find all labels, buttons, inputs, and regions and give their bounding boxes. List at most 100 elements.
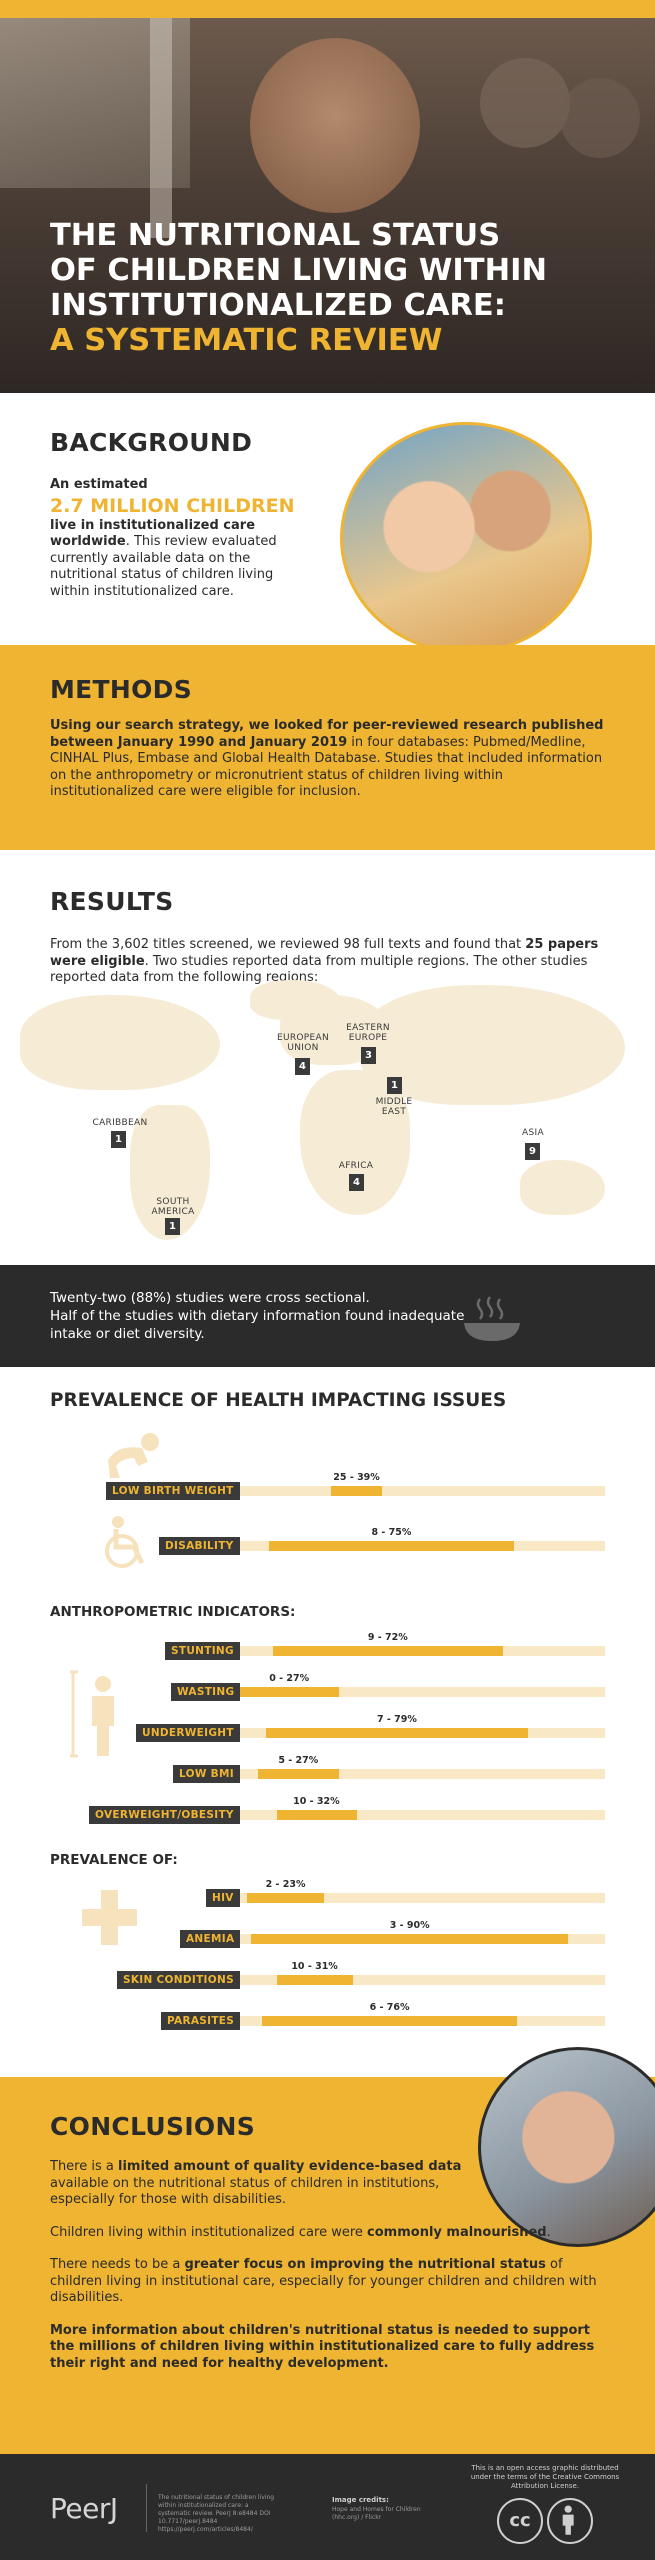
hero-photo-child xyxy=(250,38,420,213)
region-label: EUROPEAN UNION xyxy=(270,1033,336,1053)
credits-text: Hope and Homes for Children (hhc.org) / … xyxy=(332,2506,421,2521)
summary-line: Half of the studies with dietary informa… xyxy=(50,1308,465,1342)
methods-title: METHODS xyxy=(50,675,193,704)
baby-icon xyxy=(108,1433,159,1478)
background-rest: . This review evaluated currently availa… xyxy=(50,534,277,599)
hero-photo-child xyxy=(480,58,570,148)
range-track xyxy=(240,1893,605,1903)
range-value: 8 - 75% xyxy=(371,1527,412,1538)
conclusion-paragraph: There is a limited amount of quality evi… xyxy=(50,2159,470,2209)
region-count-badge: 4 xyxy=(295,1058,310,1075)
region-count-badge: 9 xyxy=(525,1143,540,1160)
creative-commons-icon[interactable]: cc xyxy=(497,2498,543,2544)
range-fill xyxy=(331,1486,383,1496)
anthropometric-title: ANTHROPOMETRIC INDICATORS: xyxy=(50,1604,296,1620)
range-fill xyxy=(276,1810,357,1820)
conclusion-text: There is a xyxy=(50,2159,118,2174)
hero-photo-frame xyxy=(150,18,172,238)
footer: PeerJ The nutritional status of children… xyxy=(0,2454,655,2560)
range-fill xyxy=(269,1541,514,1551)
background-text: An estimated 2.7 MILLION CHILDREN live i… xyxy=(50,477,310,600)
conclusions-photo xyxy=(478,2047,655,2247)
wheelchair-icon xyxy=(105,1516,145,1568)
map-land-south-america xyxy=(130,1105,210,1240)
range-fill xyxy=(261,2016,518,2026)
range-fill xyxy=(247,1893,324,1903)
conclusion-paragraph: There needs to be a greater focus on imp… xyxy=(50,2257,600,2307)
methods-rest: in four databases: Pubmed/Medline, CINHA… xyxy=(50,734,603,800)
region-label: CARIBBEAN xyxy=(92,1118,148,1128)
methods-bold: Using our search strategy, we looked for… xyxy=(50,718,604,750)
range-track xyxy=(240,1769,605,1779)
license-text: This is an open access graphic distribut… xyxy=(470,2464,620,2490)
range-fill xyxy=(250,1934,569,1944)
methods-text: Using our search strategy, we looked for… xyxy=(50,718,605,801)
background-intro: An estimated xyxy=(50,477,148,492)
background-photo xyxy=(340,422,592,654)
range-track xyxy=(240,1687,605,1697)
conclusion-text: There needs to be a xyxy=(50,2257,185,2272)
results-title: RESULTS xyxy=(50,887,174,916)
prevalence-title: PREVALENCE OF HEALTH IMPACTING ISSUES xyxy=(50,1390,507,1411)
hero-title-line: OF CHILDREN LIVING WITHIN xyxy=(50,253,547,288)
range-value: 6 - 76% xyxy=(369,2002,410,2013)
region-label-line: EUROPE xyxy=(348,1033,388,1043)
conclusion-text: . xyxy=(546,2224,551,2240)
conclusion-bold: limited amount of quality evidence-based… xyxy=(117,2159,462,2174)
prevalence-of-title: PREVALENCE OF: xyxy=(50,1852,178,1868)
hero-banner: THE NUTRITIONAL STATUS OF CHILDREN LIVIN… xyxy=(0,18,655,393)
world-map: EUROPEAN UNION 4 EASTERN EUROPE 3 1 MIDDLE… xyxy=(0,975,655,1265)
region-label-line: SOUTH xyxy=(156,1197,190,1207)
peerj-logo[interactable]: PeerJ xyxy=(50,2492,118,2525)
range-value: 9 - 72% xyxy=(367,1632,408,1643)
range-fill xyxy=(240,1687,339,1697)
hero-photo-child xyxy=(560,78,640,158)
conclusions-title: CONCLUSIONS xyxy=(50,2112,255,2141)
region-label: SOUTH AMERICA xyxy=(145,1197,201,1217)
results-text-part: . Two studies reported data from multipl… xyxy=(50,953,588,986)
range-fill xyxy=(272,1646,503,1656)
range-fill xyxy=(258,1769,339,1779)
range-value: 10 - 31% xyxy=(291,1961,338,1972)
top-accent-strip xyxy=(0,0,655,18)
background-stat: 2.7 MILLION CHILDREN xyxy=(50,494,295,517)
indicator-label: OVERWEIGHT/OBESITY xyxy=(89,1806,240,1824)
range-value: 7 - 79% xyxy=(376,1714,417,1725)
conclusion-paragraph: Children living within institutionalized… xyxy=(50,2225,600,2242)
region-label-line: AMERICA xyxy=(151,1207,195,1217)
citation-text: The nutritional status of children livin… xyxy=(158,2494,275,2533)
range-track xyxy=(240,1934,605,1944)
hero-title: THE NUTRITIONAL STATUS OF CHILDREN LIVIN… xyxy=(50,218,610,358)
range-track xyxy=(240,1810,605,1820)
range-track xyxy=(240,1646,605,1656)
region-count-badge: 3 xyxy=(361,1047,376,1064)
region-label-line: EAST xyxy=(381,1107,407,1117)
region-count-badge: 1 xyxy=(387,1077,402,1094)
indicator-label: LOW BIRTH WEIGHT xyxy=(106,1482,240,1500)
conclusions-section: CONCLUSIONS There is a limited amount of… xyxy=(0,2047,655,2454)
results-text: From the 3,602 titles screened, we revie… xyxy=(50,937,610,987)
range-track xyxy=(240,2016,605,2026)
background-title: BACKGROUND xyxy=(50,428,253,457)
indicator-label: PARASITES xyxy=(161,2012,241,2030)
range-fill xyxy=(265,1728,529,1738)
map-land-asia xyxy=(360,985,625,1105)
attribution-icon[interactable] xyxy=(547,2498,593,2544)
results-text-part: From the 3,602 titles screened, we revie… xyxy=(50,937,526,952)
conclusion-text: Children living within institutionalized… xyxy=(50,2224,368,2240)
range-fill xyxy=(276,1975,354,1985)
medical-cross-icon xyxy=(82,1890,137,1945)
conclusion-bold: commonly malnourished xyxy=(367,2224,547,2240)
indicator-label: ANEMIA xyxy=(180,1930,241,1948)
hero-title-line: INSTITUTIONALIZED CARE: xyxy=(50,288,506,323)
conclusion-text: of children living in institutional care… xyxy=(50,2257,597,2305)
range-track xyxy=(240,1541,605,1551)
range-value: 10 - 32% xyxy=(293,1796,340,1807)
range-value: 2 - 23% xyxy=(265,1879,306,1890)
conclusions-text: There is a limited amount of quality evi… xyxy=(50,2159,600,2388)
indicator-label: DISABILITY xyxy=(159,1537,240,1555)
results-bold: 25 papers were eligible xyxy=(50,937,599,969)
conclusion-paragraph: More information about children's nutrit… xyxy=(50,2323,600,2373)
region-count-badge: 1 xyxy=(165,1218,180,1235)
range-value: 5 - 27% xyxy=(278,1755,319,1766)
